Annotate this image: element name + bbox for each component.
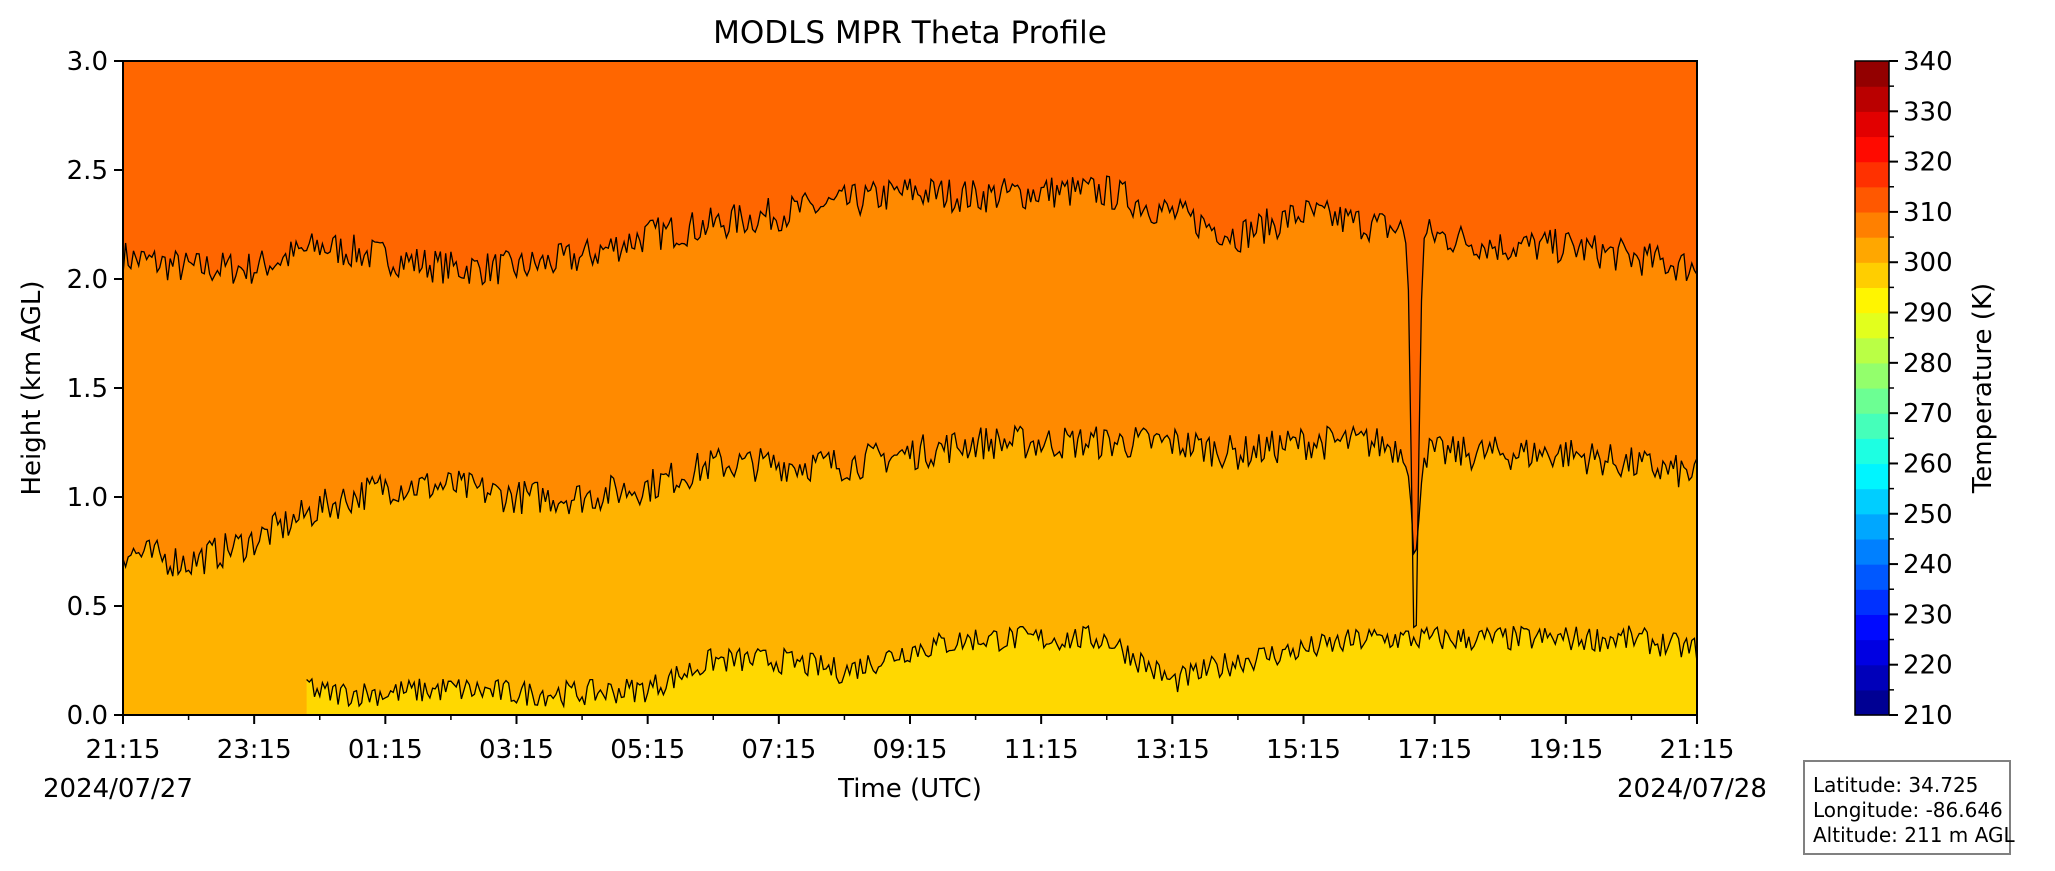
colorbar-tick-label: 230 — [1903, 600, 1953, 630]
station-info-box: Latitude: 34.725 Longitude: -86.646 Alti… — [1803, 760, 2015, 855]
colorbar-bin — [1855, 86, 1889, 112]
y-axis-label: Height (km AGL) — [17, 280, 47, 495]
colorbar-bin — [1855, 362, 1889, 389]
y-tick-label: 3.0 — [67, 47, 108, 77]
colorbar-tick-label: 250 — [1903, 500, 1953, 530]
colorbar-bin — [1855, 463, 1889, 490]
contour-310k — [123, 175, 1697, 629]
colorbar-tick-label: 280 — [1903, 349, 1953, 379]
colorbar-bin — [1855, 237, 1889, 263]
colorbar-bin — [1855, 136, 1889, 163]
altitude-text: Altitude: 211 m AGL — [1813, 823, 2015, 847]
x-axis-label: Time (UTC) — [837, 774, 982, 804]
colorbar-tick-label: 260 — [1903, 449, 1953, 479]
x-tick-label: 03:15 — [479, 735, 554, 765]
x-tick-label: 05:15 — [610, 735, 685, 765]
colorbar-bin — [1855, 513, 1889, 540]
colorbar-tick-label: 270 — [1903, 399, 1953, 429]
x-tick-label: 11:15 — [1004, 735, 1079, 765]
x-tick-label: 23:15 — [217, 735, 292, 765]
start-date: 2024/07/27 — [43, 774, 193, 804]
colorbar-bin — [1855, 211, 1889, 238]
colorbar-tick-label: 210 — [1903, 701, 1953, 731]
x-tick-label: 15:15 — [1266, 735, 1341, 765]
colorbar: 210 220 230 240 250 260 270 280 290 300 310 320 330 3… — [1854, 47, 1953, 731]
colorbar-tick-label: 330 — [1903, 97, 1953, 127]
x-tick-label: 09:15 — [873, 735, 948, 765]
y-tick-label: 0.5 — [67, 592, 108, 622]
colorbar-bin — [1855, 388, 1889, 414]
colorbar-bin — [1855, 312, 1889, 339]
x-tick-label: 17:15 — [1397, 735, 1472, 765]
colorbar-tick-label: 310 — [1903, 198, 1953, 228]
y-tick-label: 1.0 — [67, 483, 108, 513]
x-axis: 21:15 23:15 01:15 03:15 05:15 07:15 09:15 11:15… — [86, 715, 1735, 765]
colorbar-tick-label: 340 — [1903, 47, 1953, 77]
chart-title: MODLS MPR Theta Profile — [713, 15, 1107, 51]
x-tick-label: 21:15 — [86, 735, 161, 765]
longitude-text: Longitude: -86.646 — [1813, 798, 2003, 822]
colorbar-bin — [1855, 488, 1889, 515]
fill-below-300-region — [306, 625, 1697, 715]
colorbar-bin — [1855, 413, 1889, 439]
colorbar-bin — [1855, 186, 1889, 213]
contour-305k — [123, 424, 1697, 577]
colorbar-tick-label: 320 — [1903, 148, 1953, 178]
y-tick-label: 0.0 — [67, 701, 108, 731]
y-tick-label: 2.5 — [67, 156, 108, 186]
y-tick-label: 2.0 — [67, 265, 108, 295]
y-tick-label: 1.5 — [67, 374, 108, 404]
colorbar-tick-label: 220 — [1903, 651, 1953, 681]
colorbar-bin — [1855, 538, 1889, 565]
colorbar-bin — [1855, 287, 1889, 314]
colorbar-bin — [1855, 161, 1889, 188]
x-tick-label: 21:15 — [1660, 735, 1735, 765]
temperature-fill-layers — [123, 61, 1697, 715]
colorbar-tick-label: 300 — [1903, 248, 1953, 278]
y-axis: 0.0 0.5 1.0 1.5 2.0 2.5 3.0 — [67, 47, 123, 731]
x-tick-label: 01:15 — [348, 735, 423, 765]
colorbar-bin — [1855, 689, 1889, 716]
colorbar-bin — [1855, 564, 1889, 590]
colorbar-bin — [1855, 664, 1889, 691]
end-date: 2024/07/28 — [1617, 774, 1767, 804]
x-tick-label: 19:15 — [1528, 735, 1603, 765]
colorbar-tick-label: 240 — [1903, 550, 1953, 580]
colorbar-label: Temperature (K) — [1968, 283, 1998, 494]
contour-300k — [306, 624, 1697, 709]
colorbar-tick-label: 290 — [1903, 299, 1953, 329]
x-tick-label: 07:15 — [741, 735, 816, 765]
contour-lines — [123, 175, 1697, 709]
colorbar-bin — [1855, 639, 1889, 666]
x-tick-label: 13:15 — [1135, 735, 1210, 765]
latitude-text: Latitude: 34.725 — [1813, 773, 1979, 797]
colorbar-bin — [1855, 111, 1889, 138]
colorbar-bin — [1855, 614, 1889, 641]
colorbar-bin — [1855, 337, 1889, 364]
colorbar-bin — [1855, 438, 1889, 465]
colorbar-bin — [1855, 61, 1889, 87]
colorbar-bin — [1855, 262, 1889, 288]
colorbar-bin — [1855, 589, 1889, 615]
